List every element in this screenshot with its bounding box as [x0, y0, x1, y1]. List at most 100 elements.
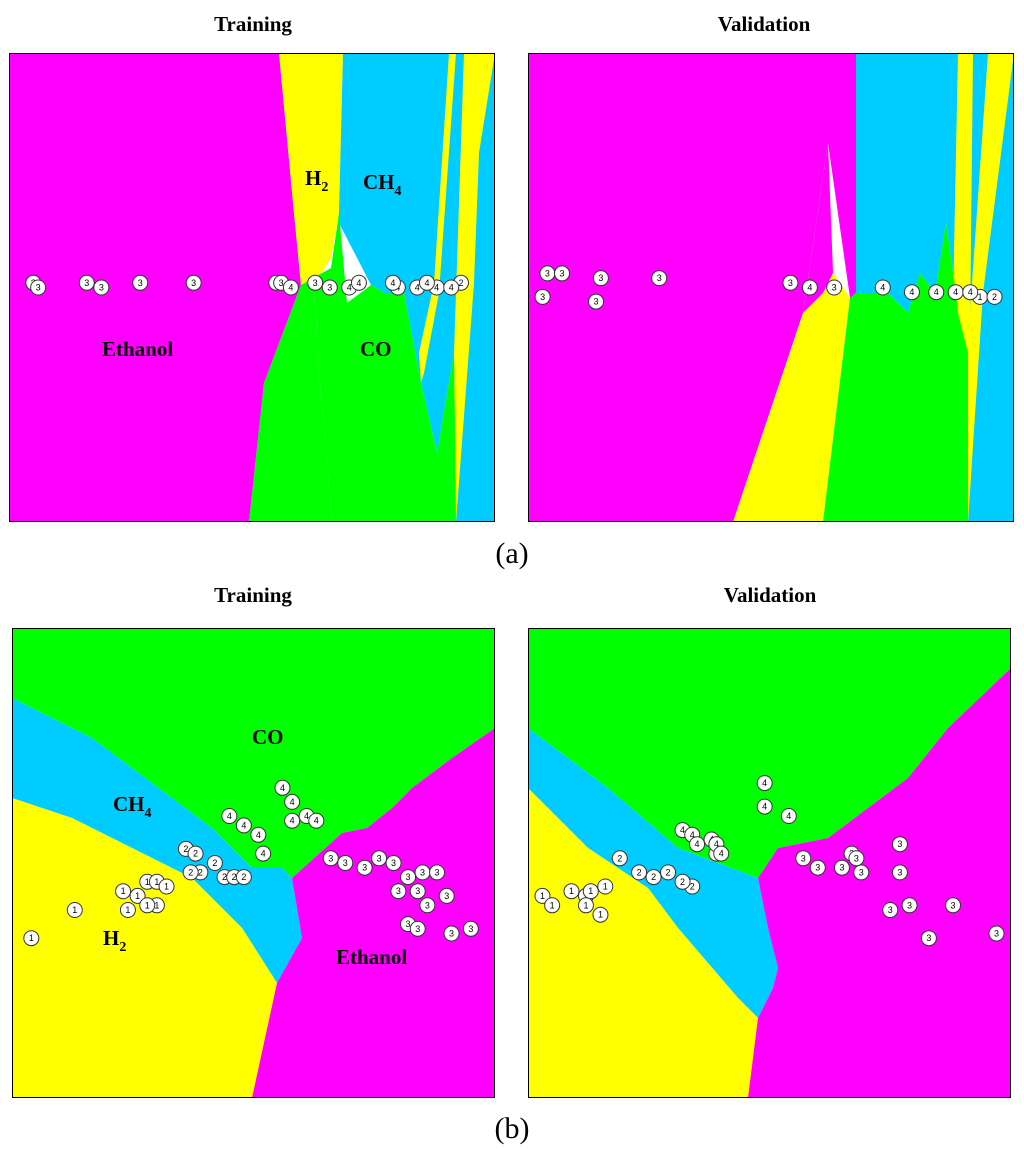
svg-text:4: 4 — [695, 839, 700, 849]
svg-text:3: 3 — [444, 891, 449, 901]
scatter-point-class-2: 2 — [645, 869, 662, 886]
svg-text:1: 1 — [550, 900, 555, 910]
scatter-point-class-4: 4 — [947, 284, 964, 301]
panel-a-validation-title: Validation — [717, 12, 811, 36]
svg-text:2: 2 — [183, 844, 188, 854]
region-co — [249, 285, 332, 522]
svg-text:3: 3 — [449, 929, 454, 939]
svg-text:2: 2 — [617, 853, 622, 863]
scatter-point-class-4: 4 — [235, 817, 252, 834]
svg-text:3: 3 — [362, 863, 367, 873]
scatter-point-class-1: 1 — [129, 887, 146, 904]
scatter-point-class-3: 3 — [945, 897, 962, 914]
svg-text:1: 1 — [598, 910, 603, 920]
svg-text:3: 3 — [545, 268, 550, 278]
region-label-ch4: CH4 — [113, 792, 152, 821]
scatter-point-class-1: 1 — [158, 878, 175, 895]
region-label-co: CO — [252, 725, 284, 749]
svg-text:3: 3 — [343, 858, 348, 868]
region-label-ch4: CH4 — [363, 170, 402, 199]
svg-text:3: 3 — [815, 863, 820, 873]
region-ethanol — [252, 728, 495, 1098]
points-group: 1111111122222223333333333333444444444 — [534, 775, 1005, 947]
scatter-point-class-3: 3 — [132, 274, 149, 291]
scatter-point-class-3: 3 — [795, 850, 812, 867]
svg-text:2: 2 — [232, 872, 237, 882]
scatter-point-class-3: 3 — [891, 836, 908, 853]
svg-text:3: 3 — [839, 863, 844, 873]
svg-text:3: 3 — [279, 278, 284, 288]
svg-text:3: 3 — [406, 919, 411, 929]
panel-b-training-title: Training — [214, 583, 292, 607]
scatter-point-class-4: 4 — [903, 284, 920, 301]
svg-text:3: 3 — [396, 886, 401, 896]
svg-text:1: 1 — [154, 900, 159, 910]
svg-text:3: 3 — [994, 929, 999, 939]
region-co — [301, 213, 456, 522]
svg-text:1: 1 — [125, 905, 130, 915]
svg-text:4: 4 — [880, 283, 885, 293]
svg-text:3: 3 — [391, 858, 396, 868]
svg-text:3: 3 — [888, 905, 893, 915]
svg-text:3: 3 — [594, 297, 599, 307]
scatter-point-class-4: 4 — [250, 826, 267, 843]
svg-text:1: 1 — [977, 292, 982, 302]
svg-text:2: 2 — [680, 877, 685, 887]
svg-text:2: 2 — [992, 292, 997, 302]
scatter-point-class-3: 3 — [539, 265, 556, 282]
scatter-point-class-1: 1 — [534, 887, 551, 904]
plot-a-training: 23333333333444444444 H2 CH4 Ethanol CO — [9, 53, 495, 522]
scatter-point-class-4: 4 — [780, 808, 797, 824]
region-label-co: CO — [360, 337, 392, 361]
svg-text:3: 3 — [897, 867, 902, 877]
svg-text:3: 3 — [415, 924, 420, 934]
scatter-point-class-2: 2 — [631, 864, 648, 881]
svg-text:2: 2 — [637, 867, 642, 877]
scatter-point-class-3: 3 — [30, 279, 47, 296]
scatter-point-class-3: 3 — [185, 274, 202, 291]
scatter-point-class-2: 2 — [986, 288, 1003, 305]
region-co — [528, 628, 1011, 878]
svg-text:3: 3 — [788, 278, 793, 288]
region-ethanol — [803, 143, 833, 313]
scatter-point-class-3: 3 — [438, 887, 455, 904]
scatter-point-class-3: 3 — [882, 902, 899, 918]
svg-text:3: 3 — [801, 853, 806, 863]
region-h2 — [12, 798, 277, 1098]
points-group: 23333333333444444444 — [25, 274, 469, 296]
svg-text:3: 3 — [191, 278, 196, 288]
svg-text:2: 2 — [666, 867, 671, 877]
scatter-point-class-3: 3 — [901, 897, 918, 914]
scatter-point-class-3: 3 — [588, 293, 605, 310]
scatter-point-class-3: 3 — [462, 920, 479, 937]
scatter-point-class-3: 3 — [833, 859, 850, 876]
svg-text:4: 4 — [786, 811, 791, 821]
svg-text:4: 4 — [953, 287, 958, 297]
region-ethanol — [748, 668, 1011, 1098]
scatter-point-class-1: 1 — [115, 883, 132, 900]
scatter-point-class-3: 3 — [920, 930, 937, 947]
scatter-point-class-3: 3 — [429, 864, 446, 881]
scatter-point-class-1: 1 — [597, 878, 614, 895]
svg-text:3: 3 — [406, 872, 411, 882]
scatter-point-class-3: 3 — [782, 274, 799, 291]
svg-text:2: 2 — [198, 867, 203, 877]
scatter-point-class-3: 3 — [400, 869, 417, 886]
scatter-point-class-4: 4 — [284, 812, 301, 829]
plot-b-validation: 1111111122222223333333333333444444444 — [528, 628, 1011, 1098]
scatter-point-class-4: 4 — [274, 779, 291, 796]
svg-text:1: 1 — [145, 877, 150, 887]
svg-text:3: 3 — [138, 278, 143, 288]
scatter-point-class-3: 3 — [534, 288, 551, 305]
scatter-point-class-2: 2 — [182, 864, 199, 881]
scatter-point-class-3: 3 — [651, 270, 668, 287]
svg-text:3: 3 — [859, 867, 864, 877]
scatter-point-class-3: 3 — [78, 274, 95, 291]
svg-text:1: 1 — [540, 891, 545, 901]
scatter-point-class-4: 4 — [928, 284, 945, 301]
svg-text:3: 3 — [560, 268, 565, 278]
scatter-point-class-4: 4 — [874, 279, 891, 296]
panel-b-validation-title: Validation — [723, 583, 817, 607]
svg-text:4: 4 — [261, 849, 266, 859]
